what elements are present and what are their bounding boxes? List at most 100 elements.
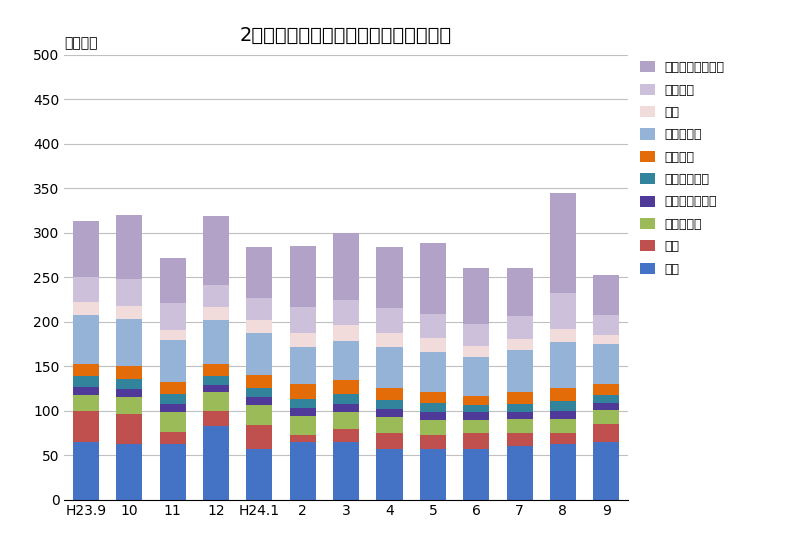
Bar (377, 449, 402, 500)
Bar (246, 449, 272, 500)
Bar (159, 257, 186, 303)
Bar (377, 309, 402, 333)
Bar (463, 357, 489, 395)
Bar (203, 411, 229, 426)
Bar (593, 274, 619, 316)
Bar (159, 432, 186, 445)
Bar (506, 419, 533, 433)
Bar (117, 279, 142, 306)
Bar (420, 449, 446, 500)
Bar (290, 333, 316, 346)
Bar (159, 330, 186, 339)
Bar (290, 408, 316, 416)
Bar (290, 246, 316, 306)
Bar (73, 386, 99, 395)
Bar (159, 303, 186, 330)
Bar (550, 411, 576, 419)
Bar (333, 429, 359, 442)
Bar (117, 397, 142, 414)
Bar (159, 404, 186, 412)
Bar (159, 382, 186, 394)
Bar (73, 316, 99, 365)
Bar (203, 320, 229, 363)
Bar (203, 426, 229, 500)
Bar (333, 404, 359, 412)
Bar (246, 397, 272, 405)
Bar (593, 402, 619, 410)
Bar (420, 313, 446, 338)
Bar (420, 435, 446, 449)
Bar (333, 300, 359, 325)
Bar (73, 411, 99, 442)
Bar (506, 404, 533, 412)
Bar (159, 394, 186, 404)
Bar (377, 433, 402, 449)
Bar (463, 433, 489, 449)
Bar (550, 293, 576, 329)
Bar (550, 419, 576, 433)
Bar (333, 412, 359, 429)
Bar (290, 435, 316, 442)
Bar (593, 384, 619, 395)
Bar (506, 446, 533, 500)
Bar (290, 306, 316, 333)
Text: （千円）: （千円） (64, 36, 98, 51)
Bar (117, 306, 142, 319)
Bar (506, 433, 533, 446)
Bar (377, 388, 402, 400)
Bar (117, 215, 142, 279)
Legend: その他の消費支出, 教養娯楽, 教育, 交通・通信, 保健医療, 被服及び履物, 家具・家事用品, 光熱・水道, 住居, 食料: その他の消費支出, 教養娯楽, 教育, 交通・通信, 保健医療, 被服及び履物,… (640, 61, 724, 276)
Bar (550, 389, 576, 401)
Bar (290, 416, 316, 435)
Bar (420, 338, 446, 352)
Bar (246, 389, 272, 397)
Bar (159, 339, 186, 382)
Bar (506, 412, 533, 419)
Bar (463, 405, 489, 412)
Bar (203, 216, 229, 285)
Bar (73, 395, 99, 411)
Bar (377, 346, 402, 388)
Bar (246, 298, 272, 320)
Bar (333, 341, 359, 380)
Bar (377, 247, 402, 309)
Bar (73, 302, 99, 316)
Bar (506, 350, 533, 392)
Bar (246, 333, 272, 375)
Bar (550, 445, 576, 500)
Bar (333, 394, 359, 404)
Bar (463, 346, 489, 357)
Bar (203, 376, 229, 385)
Bar (117, 379, 142, 389)
Bar (593, 424, 619, 442)
Bar (73, 365, 99, 376)
Bar (333, 380, 359, 394)
Bar (203, 363, 229, 376)
Bar (377, 400, 402, 409)
Bar (506, 316, 533, 339)
Bar (117, 414, 142, 444)
Bar (290, 442, 316, 500)
Bar (506, 392, 533, 404)
Bar (159, 445, 186, 500)
Bar (73, 221, 99, 277)
Bar (593, 316, 619, 335)
Bar (420, 412, 446, 419)
Bar (377, 409, 402, 417)
Bar (290, 384, 316, 399)
Bar (246, 405, 272, 425)
Bar (593, 395, 619, 402)
Bar (463, 419, 489, 433)
Bar (550, 342, 576, 389)
Bar (420, 243, 446, 313)
Bar (463, 395, 489, 405)
Bar (463, 268, 489, 324)
Bar (420, 352, 446, 392)
Bar (550, 193, 576, 293)
Bar (377, 333, 402, 346)
Bar (420, 419, 446, 435)
Bar (593, 442, 619, 500)
Bar (463, 449, 489, 500)
Bar (506, 268, 533, 316)
Bar (333, 325, 359, 341)
